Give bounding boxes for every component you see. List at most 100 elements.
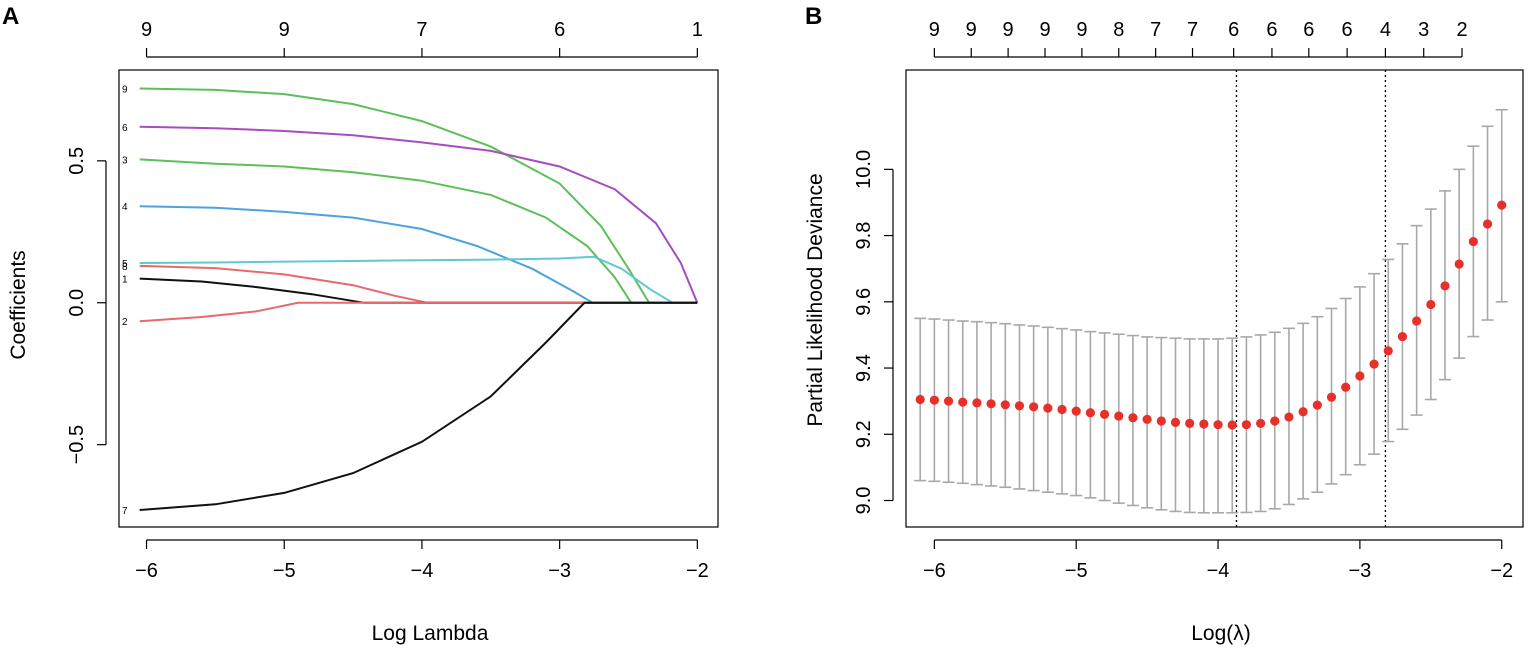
coefficient-line-label-5: 5 bbox=[122, 259, 128, 270]
deviance-point bbox=[1468, 236, 1478, 247]
deviance-point bbox=[1071, 406, 1081, 416]
chart-b-y-tick-label: 9.6 bbox=[853, 288, 875, 316]
chart-b-top-tick-label: 2 bbox=[1456, 19, 1467, 41]
deviance-point bbox=[1426, 299, 1436, 310]
coefficient-line-label-3: 3 bbox=[122, 155, 128, 166]
chart-b-top-tick-label: 9 bbox=[929, 19, 940, 41]
deviance-point bbox=[1255, 418, 1266, 428]
chart-b-y-tick-label: 10.0 bbox=[853, 150, 875, 189]
deviance-point bbox=[972, 398, 982, 408]
chart-a-y-tick-label: −0.5 bbox=[66, 425, 88, 464]
chart-b-y-tick-label: 9.8 bbox=[853, 222, 875, 250]
chart-b-x-tick-label: −6 bbox=[923, 560, 946, 582]
chart-a-top-tick-label: 9 bbox=[141, 19, 152, 41]
chart-a-y-tick-label: 0.5 bbox=[66, 147, 88, 175]
chart-b-x-tick-label: −4 bbox=[1207, 560, 1230, 582]
chart-b-top-tick-label: 3 bbox=[1418, 19, 1429, 41]
coefficient-line-9 bbox=[139, 87, 698, 304]
deviance-point bbox=[1369, 359, 1379, 369]
chart-b-top-tick-label: 9 bbox=[1076, 19, 1087, 41]
coefficient-line-7 bbox=[139, 301, 698, 511]
deviance-point bbox=[1128, 413, 1138, 423]
chart-b-plot-frame bbox=[905, 69, 1524, 528]
deviance-point bbox=[1213, 420, 1223, 430]
deviance-point bbox=[1142, 414, 1152, 424]
chart-b-y-tick-label: 9.0 bbox=[853, 487, 875, 515]
deviance-point bbox=[1085, 408, 1095, 418]
chart-b-top-tick-label: 6 bbox=[1266, 19, 1277, 41]
deviance-point bbox=[1383, 346, 1393, 356]
deviance-point bbox=[929, 395, 939, 405]
chart-a-top-tick-label: 6 bbox=[554, 19, 565, 41]
deviance-point bbox=[1341, 382, 1351, 392]
panel-label-b: B bbox=[805, 3, 822, 30]
chart-b-top-tick-label: 6 bbox=[1303, 19, 1314, 41]
chart-b-x-tick-label: −3 bbox=[1348, 560, 1371, 582]
coefficient-line-label-2: 2 bbox=[122, 317, 128, 328]
chart-a-y-tick-label: 0.0 bbox=[66, 289, 88, 317]
chart-a-x-axis-title: Log Lambda bbox=[372, 622, 489, 645]
deviance-point bbox=[1298, 407, 1308, 417]
deviance-point bbox=[1043, 403, 1053, 413]
coefficient-line-3 bbox=[139, 158, 698, 304]
deviance-point bbox=[1029, 402, 1039, 412]
deviance-point bbox=[1199, 419, 1209, 429]
chart-a-plot-frame bbox=[118, 69, 719, 528]
panel-label-a: A bbox=[2, 3, 19, 30]
chart-a-top-tick-label: 7 bbox=[416, 19, 427, 41]
deviance-point bbox=[1099, 409, 1110, 420]
coefficient-line-label-1: 1 bbox=[122, 275, 128, 286]
deviance-point bbox=[986, 399, 996, 409]
coefficient-line-5 bbox=[139, 255, 698, 304]
deviance-point bbox=[1284, 412, 1294, 422]
coefficient-line-1 bbox=[139, 277, 698, 304]
coefficient-line-label-7: 7 bbox=[122, 506, 128, 517]
chart-b-top-tick-label: 9 bbox=[966, 19, 977, 41]
cross-validation-deviance-chart: Log(λ) Partial Likelihood Deviance −6 −5 −… bbox=[804, 19, 1524, 645]
chart-a-x-tick-label: −6 bbox=[135, 560, 158, 582]
chart-b-x-tick-label: −2 bbox=[1490, 560, 1513, 582]
chart-b-top-tick-label: 9 bbox=[1003, 19, 1014, 41]
deviance-point bbox=[1412, 316, 1422, 326]
deviance-point bbox=[1326, 392, 1337, 402]
chart-a-x-tick-label: −5 bbox=[273, 560, 296, 582]
deviance-point bbox=[915, 394, 925, 405]
deviance-point bbox=[1397, 331, 1408, 342]
deviance-point bbox=[1497, 200, 1507, 210]
chart-b-top-tick-label: 8 bbox=[1113, 19, 1124, 41]
chart-a-y-axis-title: Coefficients bbox=[7, 250, 30, 359]
coefficient-line-4 bbox=[139, 205, 698, 304]
deviance-point bbox=[1170, 417, 1181, 427]
deviance-point bbox=[1312, 400, 1322, 410]
chart-a-x-tick-label: −2 bbox=[686, 560, 709, 582]
deviance-point bbox=[1270, 416, 1280, 426]
deviance-point bbox=[1454, 259, 1464, 269]
deviance-point bbox=[1156, 416, 1166, 426]
chart-b-top-tick-label: 9 bbox=[1039, 19, 1050, 41]
chart-b-x-axis-title: Log(λ) bbox=[1191, 622, 1251, 645]
chart-a-x-tick-label: −4 bbox=[411, 560, 434, 582]
coefficient-line-label-9: 9 bbox=[122, 84, 128, 95]
deviance-point bbox=[943, 396, 954, 406]
coefficient-line-6 bbox=[139, 125, 699, 304]
coefficient-path-chart: Log Lambda Coefficients −6 −5 −4 −3 −2 −0.5 0.… bbox=[7, 19, 719, 645]
deviance-point bbox=[1241, 420, 1252, 430]
chart-b-top-tick-label: 7 bbox=[1187, 19, 1198, 41]
deviance-point bbox=[1482, 219, 1493, 229]
chart-a-top-tick-label: 9 bbox=[279, 19, 290, 41]
chart-b-top-tick-label: 7 bbox=[1150, 19, 1161, 41]
chart-a-x-tick-label: −3 bbox=[548, 560, 571, 582]
chart-b-y-tick-label: 9.4 bbox=[853, 354, 875, 382]
chart-b-top-tick-label: 4 bbox=[1380, 19, 1391, 41]
deviance-point bbox=[1185, 418, 1195, 428]
chart-b-y-axis-title: Partial Likelihood Deviance bbox=[804, 173, 827, 426]
coefficient-line-label-4: 4 bbox=[122, 202, 128, 213]
deviance-point bbox=[1114, 411, 1124, 421]
coefficient-line-label-8: 8 bbox=[122, 262, 128, 273]
deviance-point bbox=[1355, 371, 1365, 381]
deviance-point bbox=[1227, 420, 1237, 430]
deviance-point bbox=[958, 397, 968, 407]
deviance-point bbox=[1057, 404, 1067, 415]
chart-b-top-tick-label: 6 bbox=[1342, 19, 1353, 41]
